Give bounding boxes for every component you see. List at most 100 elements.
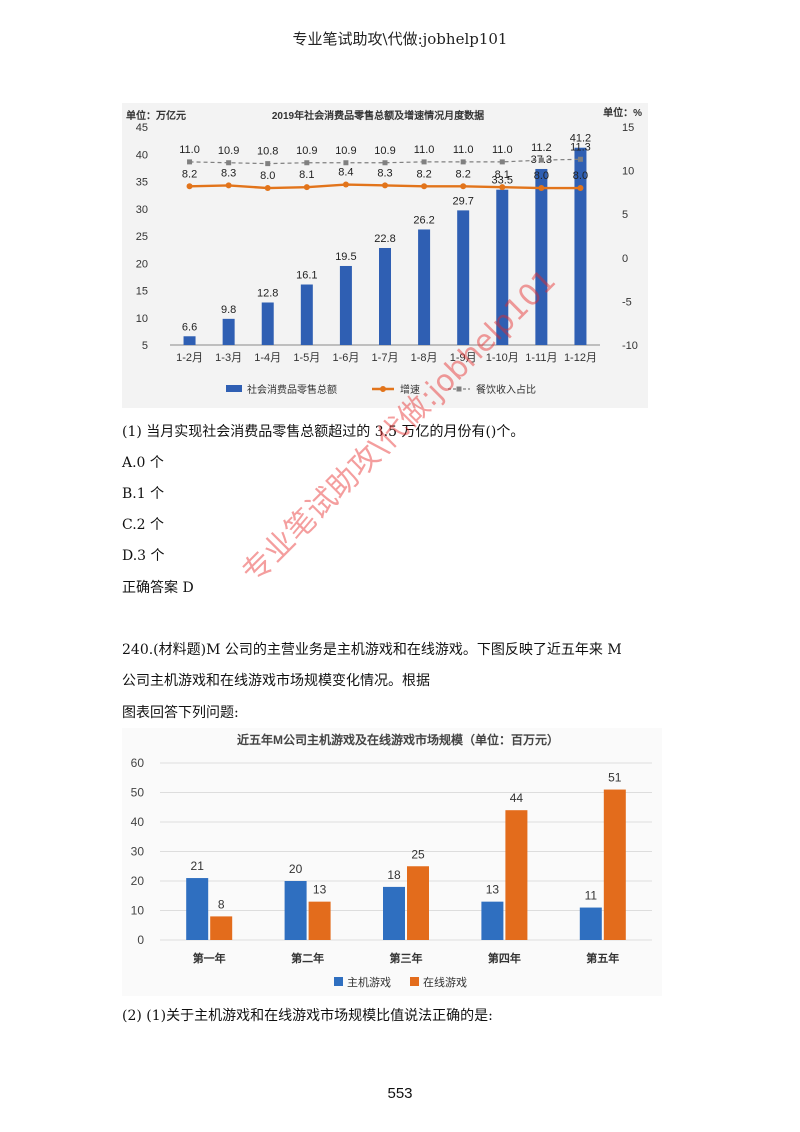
dining-share-point (538, 157, 544, 163)
dining-share-label: 11.3 (570, 141, 591, 153)
legend-marker-dining (456, 386, 462, 392)
growth-label: 8.0 (573, 170, 588, 182)
option-a: A.0 个 (122, 455, 164, 471)
bar-retail-total (300, 284, 313, 345)
chart2-plot-area: 0 10 20 30 40 50 60 21 8 第一年 20 13 第二年 18 25 第三年 13 44 第四年… (131, 756, 652, 965)
x-tick-label: 1-5月 (293, 352, 320, 364)
bar-online-games (603, 789, 626, 940)
y-tick-label: 60 (131, 756, 145, 770)
bar-retail-total (261, 302, 274, 345)
bar-console-games (383, 886, 405, 940)
y-tick-label: 50 (131, 786, 145, 800)
bar-value-label: 33.5 (492, 175, 513, 187)
growth-label: 8.2 (456, 168, 471, 180)
bar-value-label: 29.7 (452, 195, 473, 207)
growth-label: 8.1 (299, 169, 314, 181)
bar-online-games (407, 866, 429, 940)
material-line-2: 公司主机游戏和在线游戏市场规模变化情况。根据 (122, 673, 430, 689)
growth-point (303, 184, 310, 191)
growth-point (538, 185, 545, 192)
dining-share-label: 11.2 (531, 142, 552, 154)
y-tick-label: 30 (131, 845, 145, 859)
retail-sales-chart-svg: 单位：万亿元 2019年社会消费品零售总额及增速情况月度数据 单位：% 5 10 1… (126, 106, 642, 396)
dining-share-label: 10.9 (335, 145, 356, 157)
page-number: 553 (387, 1085, 413, 1102)
question1-stem: (1) 当月实现社会消费品零售总额超过的 3.5 万亿的月份有()个。 (122, 424, 525, 440)
bar-retail-total (379, 247, 391, 345)
bar-value-label: 13 (486, 883, 500, 897)
left-axis-tick-label: 35 (136, 177, 148, 189)
x-tick-label: 1-4月 (254, 352, 281, 364)
bar-value-label: 18 (387, 868, 401, 882)
growth-label: 8.3 (221, 167, 236, 179)
growth-label: 8.3 (377, 167, 392, 179)
legend-label-dining: 餐饮收入占比 (476, 383, 536, 396)
dining-share-point (499, 159, 505, 165)
dining-share-point (460, 159, 466, 165)
growth-label: 8.1 (495, 169, 510, 181)
growth-point (186, 183, 193, 190)
bar-value-label: 12.8 (257, 287, 278, 299)
bar-value-label: 41.2 (570, 133, 591, 145)
bar-value-label: 21 (191, 859, 205, 873)
bar-console-games (186, 878, 209, 940)
right-axis-tick-label: 5 (622, 209, 628, 221)
material-line-1: 240.(材料题)M 公司的主营业务是主机游戏和在线游戏。下图反映了近五年来 M (122, 642, 622, 658)
y-tick-label: 40 (131, 815, 145, 829)
dining-share-point (226, 160, 232, 166)
x-tick-label: 1-7月 (372, 352, 399, 364)
bar-retail-total (339, 265, 352, 345)
dining-share-label: 10.9 (218, 145, 239, 157)
growth-label: 8.2 (416, 168, 431, 180)
bar-retail-total (496, 189, 509, 345)
growth-point (421, 183, 428, 190)
growth-label: 8.0 (260, 170, 275, 182)
legend-swatch-console (334, 977, 343, 986)
growth-point (499, 184, 506, 191)
right-unit-label: 单位：% (603, 106, 642, 119)
bar-value-label: 44 (510, 791, 524, 805)
x-tick-label: 第四年 (488, 951, 521, 965)
question2-stem: (2) (1)关于主机游戏和在线游戏市场规模比值说法正确的是: (122, 1008, 493, 1024)
dining-share-label: 11.0 (492, 144, 513, 156)
right-axis-tick-label: -5 (622, 296, 632, 308)
bar-retail-total (574, 147, 587, 345)
dining-share-line (189, 158, 581, 165)
page-header: 专业笔试助攻\代做:jobhelp101 (292, 30, 508, 48)
bar-value-label: 11 (585, 889, 598, 903)
dining-share-label: 11.0 (414, 144, 435, 156)
x-tick-label: 1-2月 (176, 352, 203, 364)
x-tick-label: 1-8月 (411, 352, 438, 364)
chart2-title: 近五年M公司主机游戏及在线游戏市场规模（单位：百万元） (237, 732, 559, 747)
dining-share-label: 11.0 (179, 144, 200, 156)
dining-share-point (577, 156, 583, 162)
x-tick-label: 1-12月 (564, 352, 597, 364)
dining-share-point (343, 160, 349, 166)
bar-retail-total (222, 318, 235, 345)
material-line-3: 图表回答下列问题: (122, 705, 239, 721)
growth-point (225, 182, 232, 189)
bar-value-label: 13 (313, 883, 327, 897)
bar-value-label: 8 (218, 897, 225, 911)
bar-value-label: 26.2 (413, 214, 434, 226)
chart1-legend: 社会消费品零售总额 增速 餐饮收入占比 (226, 383, 536, 396)
legend-marker-growth (380, 386, 386, 392)
x-tick-label: 1-9月 (450, 352, 477, 364)
bar-value-label: 25 (411, 847, 425, 861)
retail-sales-chart: 单位：万亿元 2019年社会消费品零售总额及增速情况月度数据 单位：% 5 10 1… (122, 103, 648, 408)
bar-console-games (284, 881, 307, 940)
x-tick-label: 第五年 (586, 951, 619, 965)
bar-online-games (308, 901, 331, 940)
left-axis-tick-label: 10 (136, 313, 148, 325)
dining-share-point (382, 160, 388, 166)
bar-retail-total (418, 229, 431, 345)
legend-swatch-retail (226, 385, 242, 392)
x-tick-label: 1-3月 (215, 352, 242, 364)
chart1-plot-area: 5 10 15 20 25 30 35 40 45 -10 -5 0 5 10 15 6.6 1-2月 9.8 1-… (136, 122, 638, 364)
y-tick-label: 10 (131, 904, 145, 918)
left-axis-tick-label: 40 (136, 149, 148, 161)
dining-share-point (304, 160, 310, 166)
left-unit-label: 单位：万亿元 (126, 109, 186, 122)
dining-share-label: 11.0 (453, 144, 474, 156)
growth-point (382, 182, 388, 189)
